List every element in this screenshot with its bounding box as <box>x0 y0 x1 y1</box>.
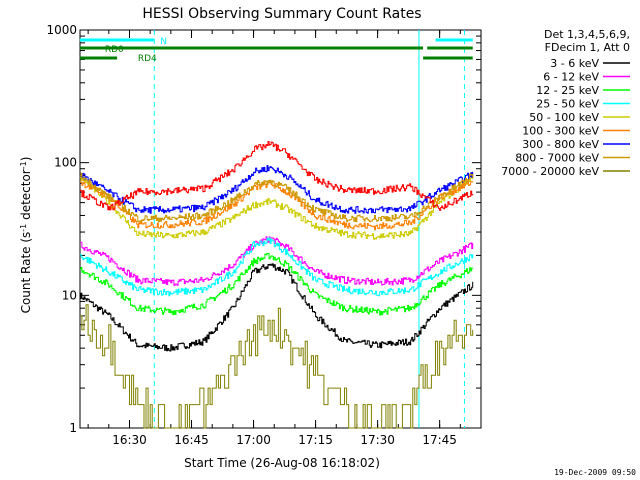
series-line-8 <box>79 304 474 429</box>
legend-label-2: 12 - 25 keV <box>536 84 599 97</box>
x-axis-label: Start Time (26-Aug-08 16:18:02) <box>184 456 380 470</box>
legend-label-8: 7000 - 20000 keV <box>501 165 599 178</box>
legend-header-line-2: FDecim 1, Att 0 <box>545 41 630 54</box>
x-tick-label-1630: 16:30 <box>112 433 147 447</box>
legend-label-0: 3 - 6 keV <box>550 57 599 70</box>
series-line-3 <box>79 237 474 297</box>
timestamp: 19-Dec-2009 09:50 <box>554 468 636 477</box>
y-tick-label-100: 100 <box>54 156 77 170</box>
y-tick-label-1000: 1000 <box>46 23 77 37</box>
flag-label-rd0: RD0 <box>105 45 124 55</box>
legend-label-5: 100 - 300 keV <box>522 125 599 138</box>
flag-label-n: N <box>160 37 167 47</box>
legend-label-6: 300 - 800 keV <box>522 138 599 151</box>
series-line-4 <box>79 175 474 240</box>
y-axis-label: Count Rate (s-1 detector-1) <box>19 157 34 314</box>
x-tick-label-1745: 17:45 <box>422 433 457 447</box>
legend-header-line-1: Det 1,3,4,5,6,9, <box>544 28 630 41</box>
chart-title: HESSI Observing Summary Count Rates <box>142 6 421 22</box>
series-line-9 <box>79 141 474 211</box>
y-tick-label-1: 1 <box>69 421 77 435</box>
series-line-5 <box>79 180 474 231</box>
legend-label-1: 6 - 12 keV <box>543 71 599 84</box>
series-line-7 <box>79 172 474 223</box>
legend-label-7: 800 - 7000 keV <box>515 152 599 165</box>
series-line-0 <box>79 263 474 352</box>
legend-label-4: 50 - 100 keV <box>529 111 599 124</box>
plot-frame <box>79 29 482 429</box>
x-tick-label-1645: 16:45 <box>174 433 209 447</box>
x-tick-label-1700: 17:00 <box>236 433 271 447</box>
flag-label-rd4: RD4 <box>138 54 157 64</box>
series-line-2 <box>79 252 474 316</box>
x-tick-label-1730: 17:30 <box>360 433 395 447</box>
legend-label-3: 25 - 50 keV <box>536 98 599 111</box>
plot-area: 1 10 100 1000 16:30 16:45 17:00 17:15 17:30 17:45… <box>46 23 482 447</box>
y-tick-label-10: 10 <box>62 288 77 302</box>
series-line-6 <box>79 165 474 214</box>
series-line-1 <box>79 236 474 286</box>
x-tick-label-1715: 17:15 <box>298 433 333 447</box>
